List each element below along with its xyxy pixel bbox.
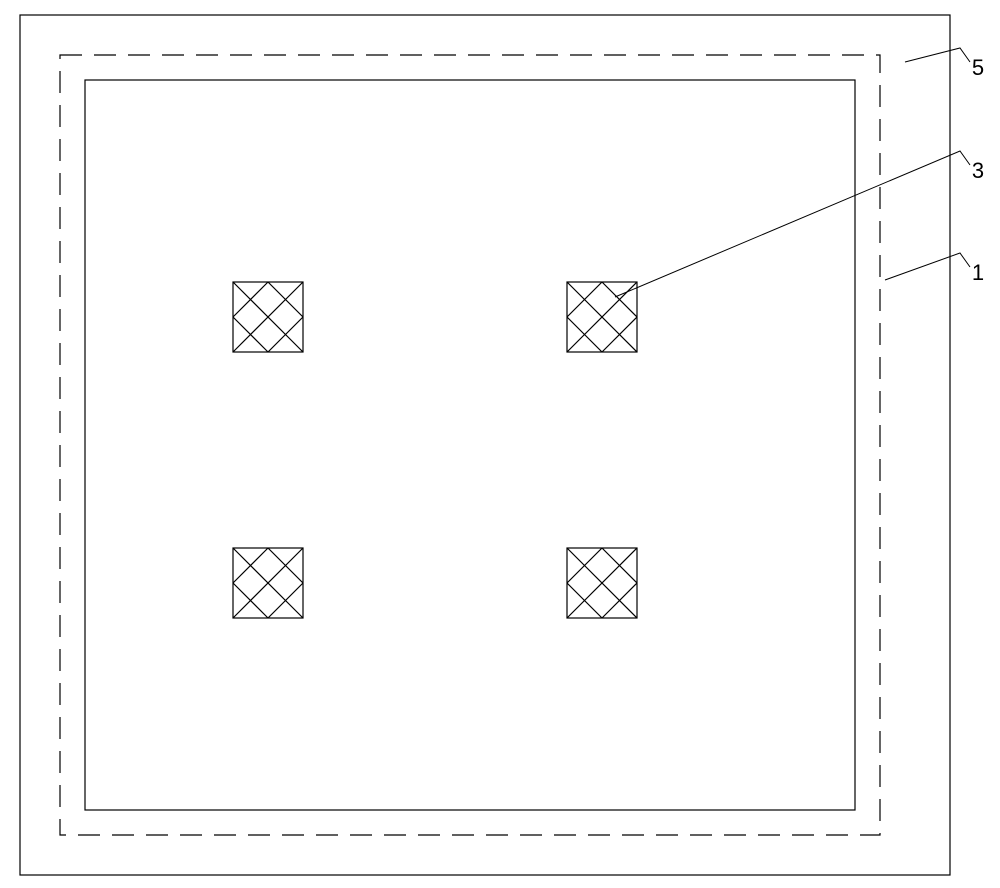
canvas-background <box>0 0 1000 888</box>
leader-label-3: 3 <box>972 158 984 183</box>
leader-label-1: 1 <box>972 260 984 285</box>
leader-label-5: 5 <box>972 55 984 80</box>
